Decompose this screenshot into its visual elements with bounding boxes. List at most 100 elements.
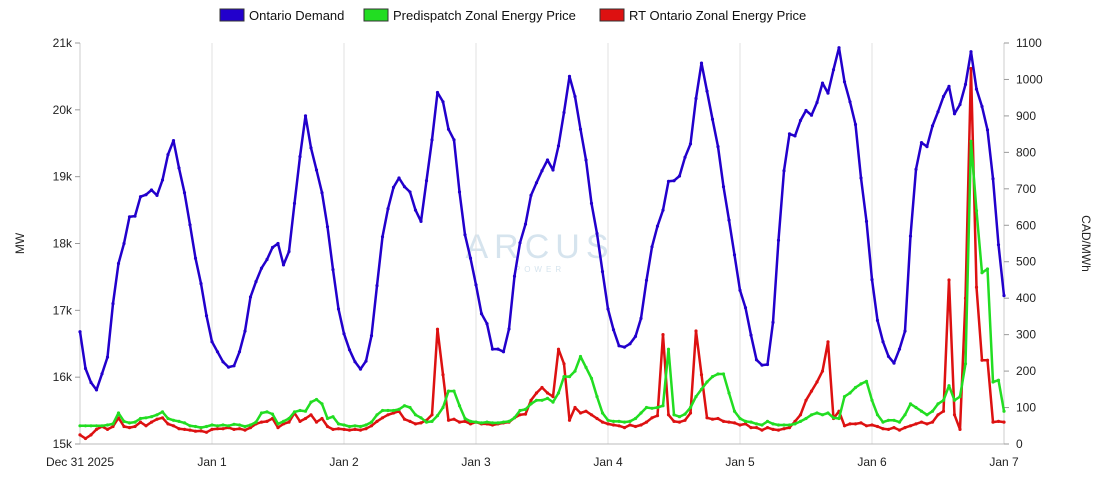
data-point xyxy=(683,418,687,422)
data-point xyxy=(859,382,863,386)
data-point xyxy=(325,225,330,229)
data-point xyxy=(771,320,775,324)
data-point xyxy=(276,422,280,426)
data-point xyxy=(529,398,533,402)
data-point xyxy=(182,427,187,431)
data-point xyxy=(622,420,627,424)
data-point xyxy=(166,422,170,426)
data-point xyxy=(485,322,489,326)
data-point xyxy=(270,412,275,416)
data-point xyxy=(435,327,440,331)
data-point xyxy=(199,282,203,286)
data-point xyxy=(881,340,885,344)
data-point xyxy=(468,419,473,423)
data-point xyxy=(721,185,726,189)
data-point xyxy=(699,61,704,65)
data-point xyxy=(523,412,528,416)
y-right-axis-title: CAD/MWh xyxy=(1079,215,1093,272)
data-point xyxy=(430,413,434,417)
data-point xyxy=(507,419,511,423)
legend-item[interactable]: RT Ontario Zonal Energy Price xyxy=(599,8,806,23)
data-point xyxy=(199,426,203,430)
data-point xyxy=(177,419,181,423)
data-point xyxy=(287,416,291,421)
data-point xyxy=(655,224,660,228)
data-point xyxy=(122,241,126,246)
y-right-tick-label: 200 xyxy=(1016,364,1036,378)
data-point xyxy=(892,361,896,365)
data-point xyxy=(89,424,93,428)
legend-item[interactable]: Ontario Demand xyxy=(219,8,344,23)
series-line-ontario-demand[interactable] xyxy=(78,46,1006,392)
data-point xyxy=(793,134,797,138)
y-left-tick-label: 15k xyxy=(53,437,73,451)
data-point xyxy=(848,391,852,395)
data-point xyxy=(430,419,434,423)
data-point xyxy=(182,191,187,195)
data-point xyxy=(512,416,517,420)
data-point xyxy=(534,391,539,395)
data-point xyxy=(870,398,874,402)
data-point xyxy=(809,389,814,393)
y-right-tick-label: 500 xyxy=(1016,255,1036,269)
data-point xyxy=(699,373,704,377)
data-point xyxy=(991,177,995,181)
data-point xyxy=(991,420,995,424)
y-right-tick-label: 900 xyxy=(1016,109,1036,123)
data-point xyxy=(925,422,929,426)
data-point xyxy=(501,420,506,424)
series-lines[interactable] xyxy=(78,46,1006,441)
data-point xyxy=(402,404,407,408)
data-point xyxy=(149,415,154,419)
data-point xyxy=(710,417,715,421)
data-point xyxy=(534,181,539,185)
data-point xyxy=(298,155,302,159)
data-point xyxy=(331,268,335,272)
legend[interactable]: Ontario Demand Predispatch Zonal Energy P… xyxy=(219,8,806,23)
data-point xyxy=(925,413,929,417)
data-point xyxy=(606,307,610,311)
data-point xyxy=(600,270,605,274)
data-point xyxy=(138,416,143,421)
data-point xyxy=(402,417,407,421)
data-point xyxy=(171,418,176,422)
legend-item[interactable]: Predispatch Zonal Energy Price xyxy=(363,8,576,23)
data-point xyxy=(463,416,467,421)
data-point xyxy=(644,278,649,282)
data-point xyxy=(160,178,165,182)
data-point xyxy=(661,404,665,408)
data-point xyxy=(364,427,368,431)
y-left-tick-label: 16k xyxy=(53,370,73,384)
data-point xyxy=(820,369,825,373)
data-point xyxy=(545,391,550,395)
data-point xyxy=(435,90,440,95)
data-point xyxy=(276,426,280,430)
data-point xyxy=(864,379,869,383)
data-point xyxy=(545,158,550,162)
data-point xyxy=(600,411,605,415)
data-point xyxy=(380,416,385,420)
data-point xyxy=(292,410,297,414)
x-tick-label: Jan 2 xyxy=(329,455,359,469)
data-point xyxy=(232,427,236,431)
data-point xyxy=(985,128,990,132)
data-point xyxy=(243,428,247,432)
data-point xyxy=(369,424,374,428)
data-point xyxy=(666,347,671,351)
data-point xyxy=(677,415,682,419)
data-point xyxy=(996,243,1001,247)
data-point xyxy=(78,424,82,428)
data-point xyxy=(424,179,429,183)
data-point xyxy=(556,144,561,148)
data-point xyxy=(606,418,610,422)
data-point xyxy=(760,363,764,367)
data-point xyxy=(694,329,698,333)
series-line-predispatch-zonal-energy-price[interactable] xyxy=(78,140,1006,429)
data-point xyxy=(732,409,737,413)
data-point xyxy=(408,419,412,423)
data-point xyxy=(595,395,599,399)
data-point xyxy=(798,413,803,417)
axes: Dec 31 2025 Jan 1 Jan 2 Jan 3 Jan 4 Jan 5 Jan … xyxy=(13,36,1093,469)
data-point xyxy=(578,127,583,131)
data-point xyxy=(639,411,643,415)
